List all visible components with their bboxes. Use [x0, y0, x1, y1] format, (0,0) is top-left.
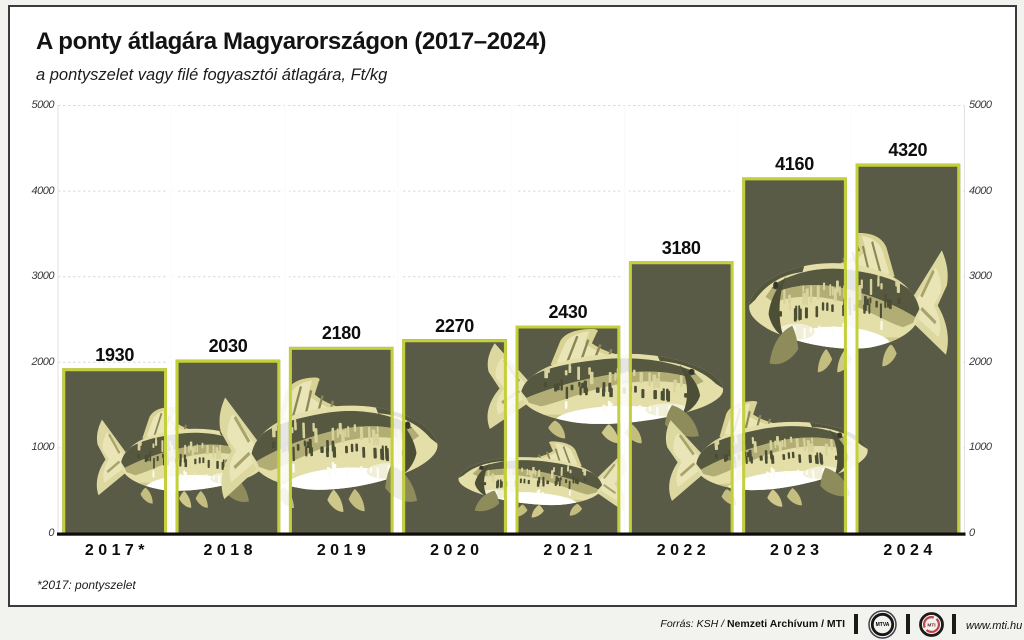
svg-text:MTVA: MTVA	[876, 622, 890, 628]
svg-text:MTI: MTI	[927, 623, 936, 629]
